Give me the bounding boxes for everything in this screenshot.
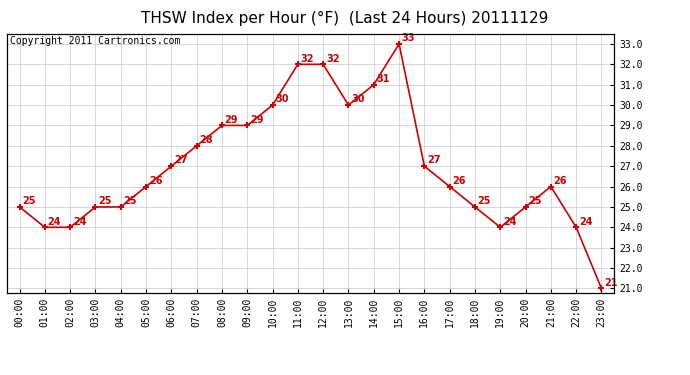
Text: 24: 24 [73, 216, 86, 226]
Text: 27: 27 [174, 155, 188, 165]
Text: 30: 30 [351, 94, 365, 104]
Text: 30: 30 [275, 94, 289, 104]
Text: 32: 32 [326, 54, 339, 63]
Text: 33: 33 [402, 33, 415, 43]
Text: 28: 28 [199, 135, 213, 145]
Text: 24: 24 [48, 216, 61, 226]
Text: 25: 25 [98, 196, 112, 206]
Text: 25: 25 [22, 196, 36, 206]
Text: 21: 21 [604, 278, 618, 288]
Text: 29: 29 [225, 115, 238, 125]
Text: 32: 32 [301, 54, 314, 63]
Text: 29: 29 [250, 115, 264, 125]
Text: 24: 24 [503, 216, 517, 226]
Text: 25: 25 [124, 196, 137, 206]
Text: 25: 25 [529, 196, 542, 206]
Text: 31: 31 [377, 74, 390, 84]
Text: THSW Index per Hour (°F)  (Last 24 Hours) 20111129: THSW Index per Hour (°F) (Last 24 Hours)… [141, 11, 549, 26]
Text: Copyright 2011 Cartronics.com: Copyright 2011 Cartronics.com [10, 36, 180, 46]
Text: 26: 26 [149, 176, 162, 186]
Text: 25: 25 [477, 196, 491, 206]
Text: 27: 27 [427, 155, 441, 165]
Text: 26: 26 [553, 176, 567, 186]
Text: 24: 24 [579, 216, 593, 226]
Text: 26: 26 [453, 176, 466, 186]
